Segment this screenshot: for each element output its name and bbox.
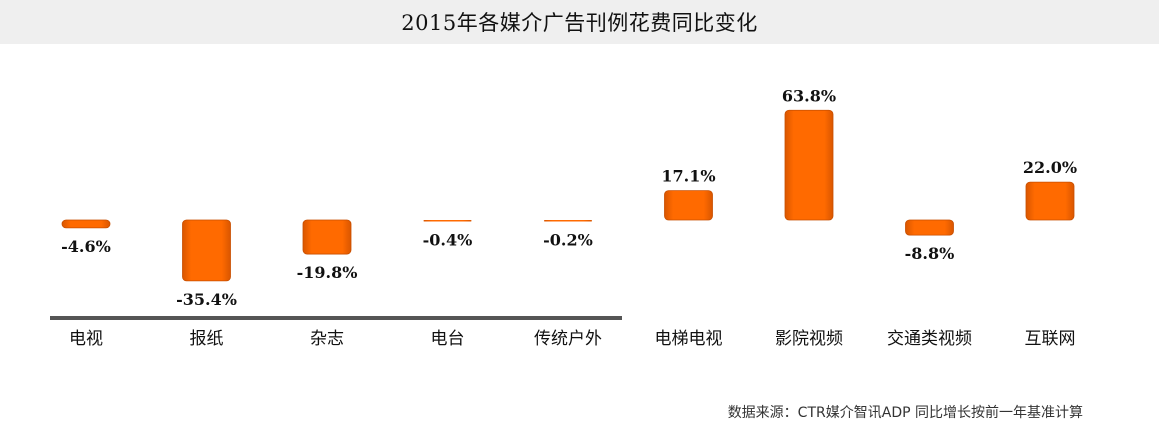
value-label-4: -0.4%	[423, 231, 473, 250]
value-label-7: 63.8%	[782, 86, 836, 105]
category-label-9: 互联网	[1025, 329, 1076, 349]
bar-6	[664, 190, 713, 221]
bar-5	[544, 220, 592, 222]
value-label-2: -35.4%	[176, 290, 237, 309]
category-label-7: 影院视频	[775, 329, 843, 349]
category-label-4: 电台	[431, 329, 465, 349]
chart-title: 2015年各媒介广告刊例花费同比变化	[401, 11, 758, 35]
value-label-8: -8.8%	[905, 244, 955, 263]
category-label-1: 电视	[69, 329, 103, 349]
category-label-5: 传统户外	[534, 329, 602, 349]
category-label-3: 杂志	[310, 329, 344, 349]
value-label-3: -19.8%	[297, 263, 358, 282]
value-label-6: 17.1%	[661, 167, 715, 186]
traditional-media-underline	[50, 316, 622, 320]
title-bar: 2015年各媒介广告刊例花费同比变化	[0, 0, 1159, 44]
bar-3	[302, 219, 352, 255]
category-label-2: 报纸	[190, 329, 224, 349]
bar-2	[182, 219, 231, 282]
bar-1	[61, 219, 111, 229]
value-label-9: 22.0%	[1023, 158, 1077, 177]
bar-8	[905, 219, 954, 236]
bar-9	[1025, 181, 1075, 221]
value-label-1: -4.6%	[61, 237, 111, 256]
category-label-8: 交通类视频	[887, 329, 972, 349]
value-label-5: -0.2%	[543, 231, 593, 250]
category-label-6: 电梯电视	[655, 329, 723, 349]
bar-4	[423, 220, 472, 222]
source-note: 数据来源：CTR媒介智讯ADP 同比增长按前一年基准计算	[727, 405, 1083, 421]
bar-7	[784, 109, 834, 221]
